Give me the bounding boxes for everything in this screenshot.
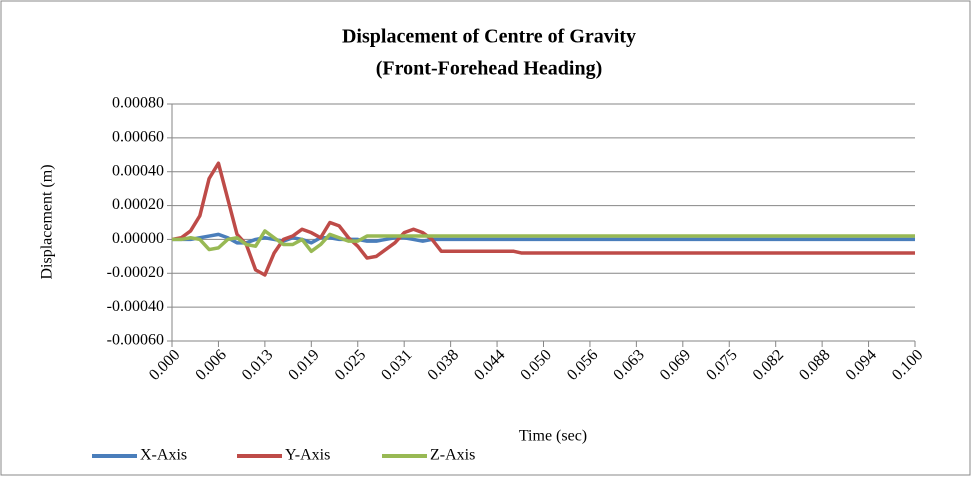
legend-label: Z-Axis — [430, 447, 475, 464]
y-tick-label: 0.00080 — [112, 95, 164, 112]
y-tick-label: -0.00060 — [107, 332, 164, 349]
y-tick-label: -0.00040 — [107, 298, 164, 315]
y-tick-label: -0.00020 — [107, 264, 164, 281]
series-line — [171, 161, 915, 277]
legend-label: X-Axis — [140, 447, 187, 464]
chart-title: Displacement of Centre of Gravity — [342, 26, 636, 48]
x-axis-title: Time (sec) — [519, 428, 587, 445]
series-line — [172, 232, 915, 245]
y-tick-label: 0.00020 — [112, 196, 164, 213]
series-line — [172, 229, 915, 254]
y-tick-label: 0.00060 — [112, 129, 164, 146]
y-axis-title: Displacement (m) — [39, 164, 56, 279]
y-tick-label: 0.00000 — [112, 230, 164, 247]
chart-subtitle: (Front-Forehead Heading) — [376, 58, 602, 80]
legend-label: Y-Axis — [285, 447, 330, 464]
y-tick-label: 0.00040 — [112, 162, 164, 179]
